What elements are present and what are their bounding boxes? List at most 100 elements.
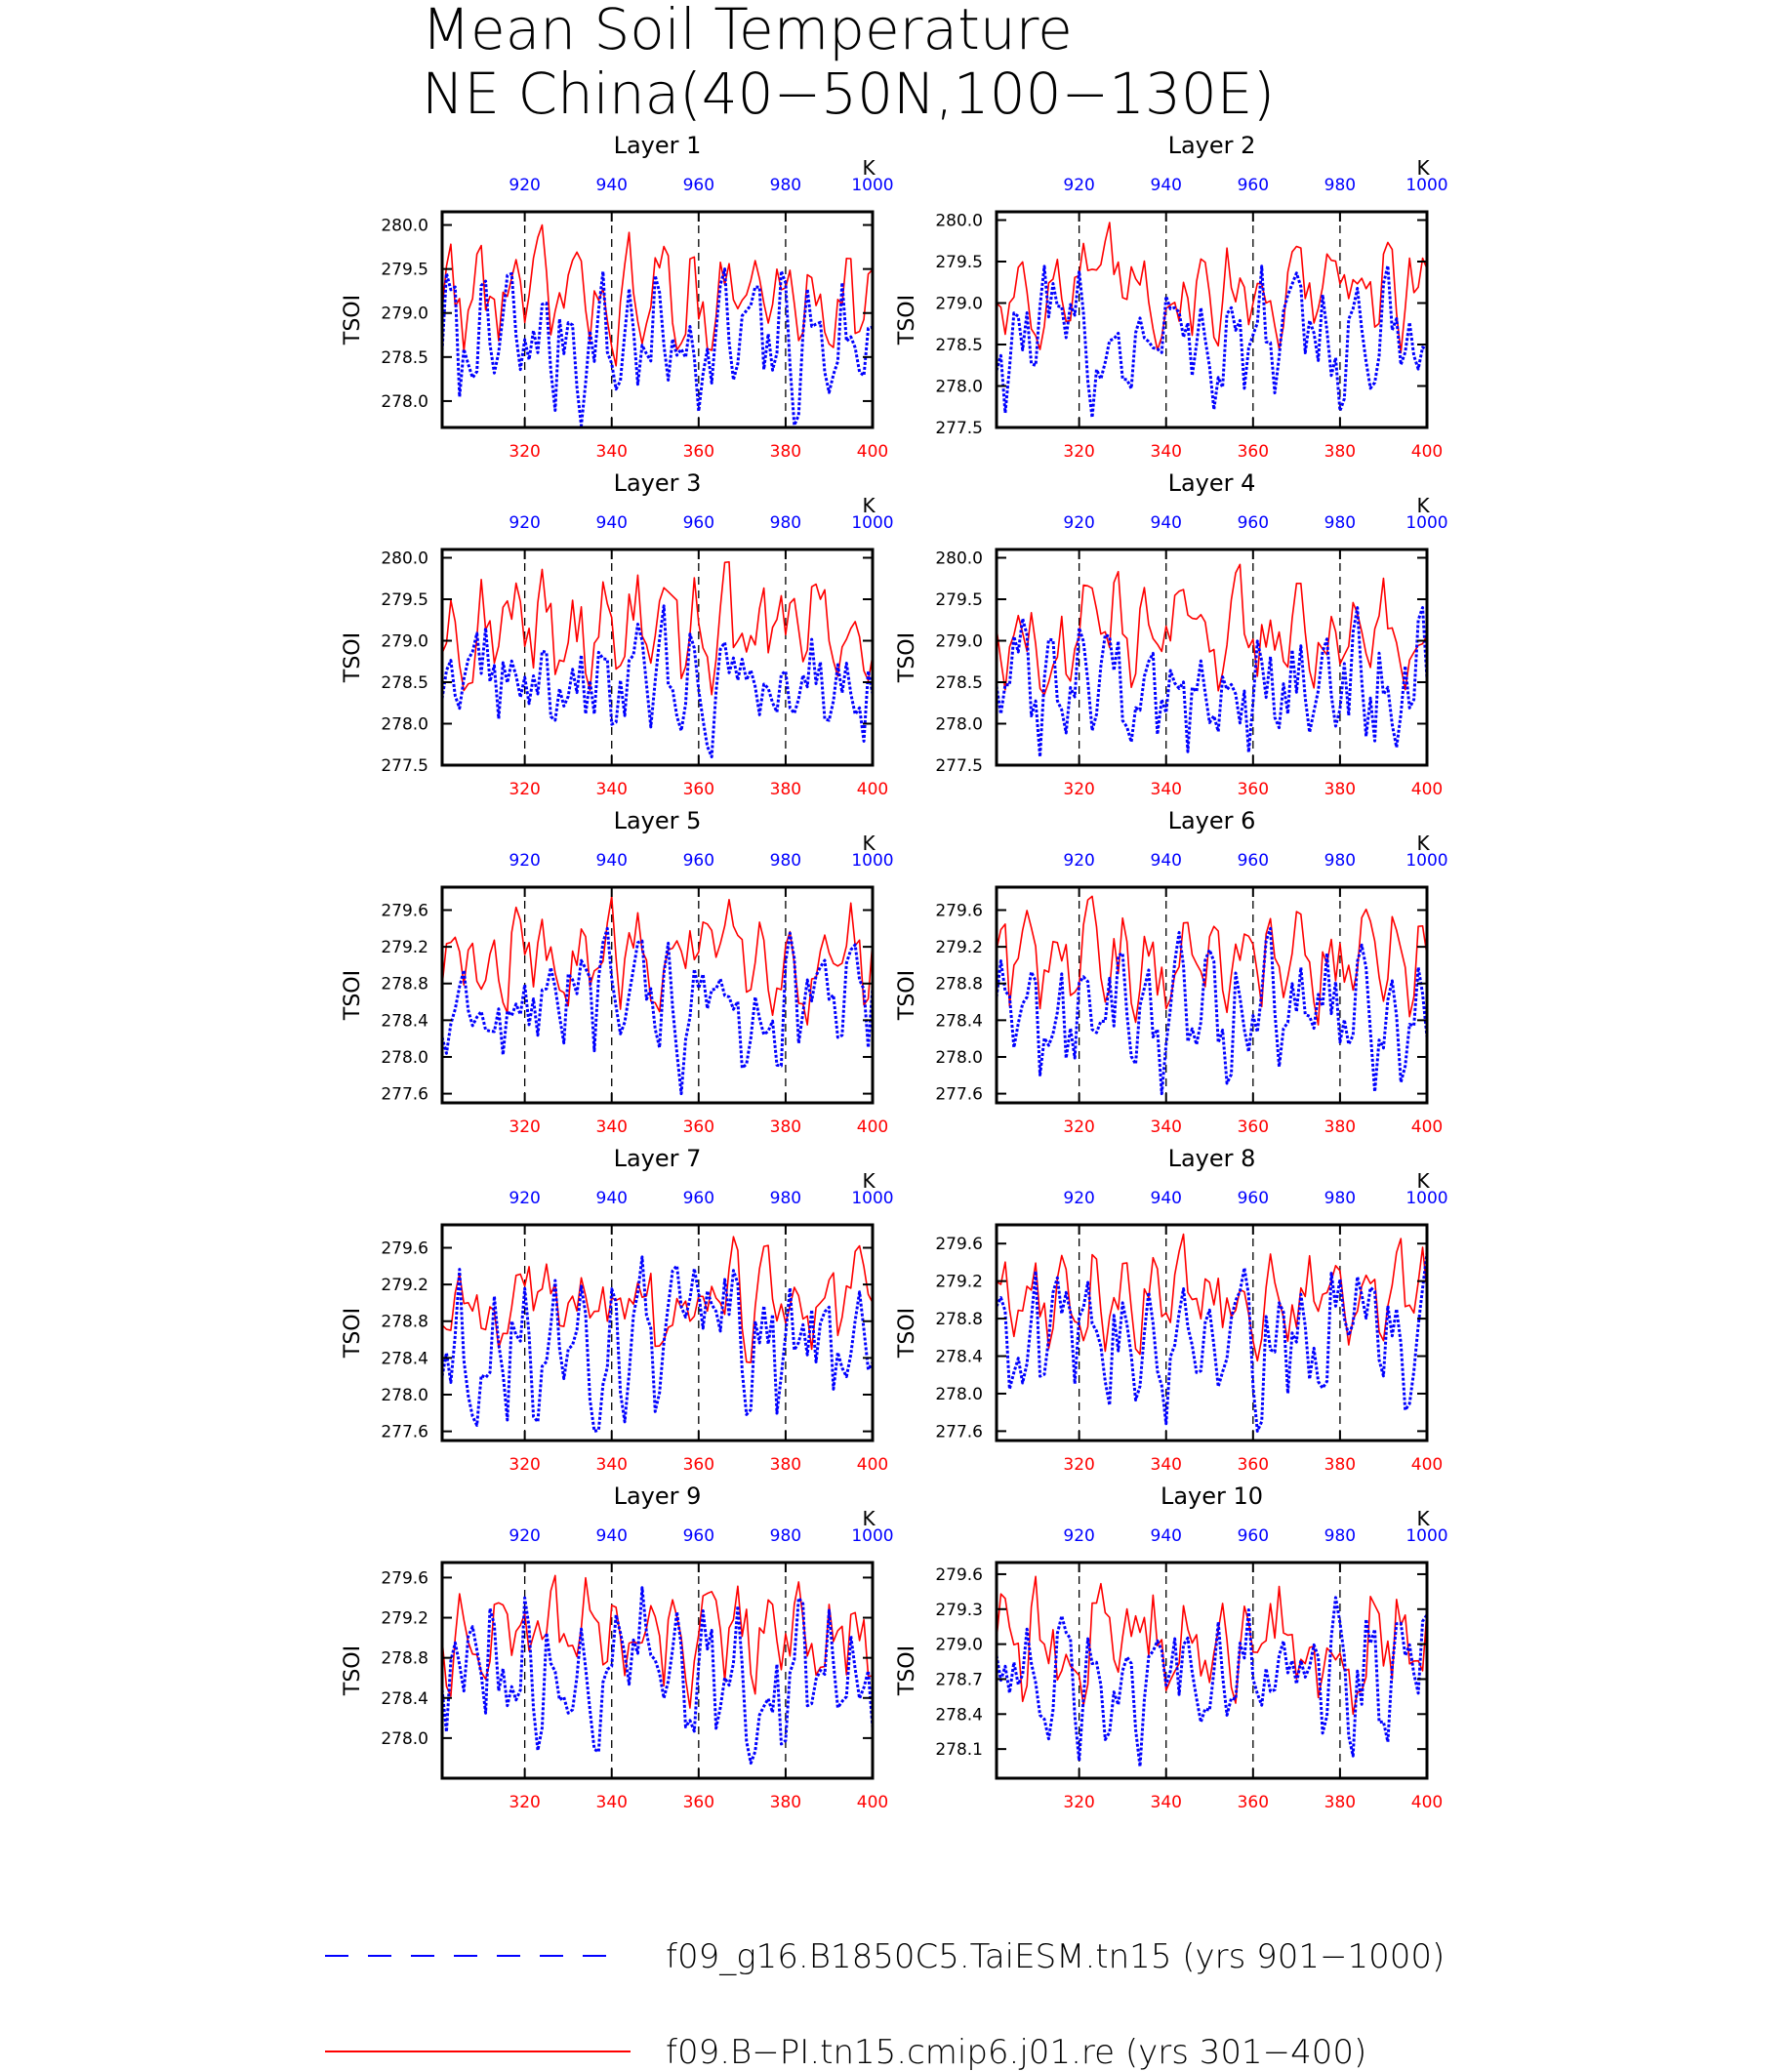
panel-title: Layer 9 [614,1482,702,1510]
x-tick-label-bottom: 360 [1238,780,1269,799]
series-line-blue [440,267,874,427]
x-tick-label-top: 940 [596,851,628,871]
x-tick-label-top: 1000 [1405,1526,1447,1546]
y-tick-label: 279.6 [381,1239,428,1259]
y-axis-label: TSOI [341,970,365,1021]
y-tick-label: 280.0 [381,549,428,569]
panel-layer-3: Layer 3 277.5 278.0 278.5 279.0 279.5 280.0 320… [341,469,894,799]
x-tick-label-top: 920 [1063,1526,1094,1546]
x-tick-label-top: 1000 [851,176,893,195]
y-tick-label: 278.5 [381,348,428,368]
figure-title-line2: NE China(40−50N,100−130E) [422,61,1275,127]
y-tick-label: 278.4 [935,1705,983,1725]
plot-frame [440,1561,875,1780]
series-line-red [441,1236,874,1363]
series-line-blue [440,1255,875,1434]
series-line-blue [995,1252,1429,1433]
x-tick-label-bottom: 360 [683,1793,714,1812]
x-tick-label-bottom: 400 [857,780,888,799]
y-axis-label: TSOI [895,970,919,1021]
top-axis-unit: K [1416,1507,1430,1530]
y-tick-label: 277.6 [381,1085,428,1105]
y-tick-label: 278.0 [381,1048,428,1068]
panel-title: Layer 5 [614,807,702,834]
x-tick-label-bottom: 380 [770,1793,801,1812]
plot-frame [995,210,1429,429]
x-tick-label-bottom: 320 [509,1117,540,1137]
x-tick-label-top: 960 [683,1189,714,1208]
legend: f09_g16.B1850C5.TaiESM.tn15 (yrs 901−100… [325,1937,1445,2071]
x-tick-label-top: 960 [683,851,714,871]
x-tick-label-bottom: 340 [596,1117,628,1137]
x-tick-label-top: 960 [1238,513,1269,533]
panel-layer-6: Layer 6 277.6 278.0 278.4 278.8 279.2 279.6 320… [895,807,1448,1137]
x-tick-label-bottom: 320 [509,1455,540,1475]
x-tick-label-top: 940 [596,513,628,533]
x-tick-label-top: 1000 [851,851,893,871]
x-tick-label-bottom: 320 [509,780,540,799]
y-tick-label: 279.2 [935,938,983,957]
y-tick-label: 279.5 [935,253,983,272]
x-tick-label-top: 920 [1063,1189,1094,1208]
y-tick-label: 279.6 [935,1235,983,1254]
y-axis-label: TSOI [341,295,365,345]
y-tick-label: 278.8 [381,975,428,995]
top-axis-unit: K [1416,494,1430,517]
x-tick-label-top: 980 [1324,176,1356,195]
x-tick-label-top: 1000 [851,1526,893,1546]
x-tick-label-bottom: 320 [509,442,540,462]
top-axis-unit: K [1416,1169,1430,1193]
series-line-red [996,1575,1428,1716]
x-tick-label-top: 920 [509,1189,540,1208]
series-line-red [996,1233,1428,1362]
y-tick-label: 279.0 [935,632,983,652]
x-tick-label-top: 920 [509,513,540,533]
y-tick-label: 278.0 [381,1729,428,1749]
figure-title-line1: Mean Soil Temperature [422,0,1073,62]
panel-title: Layer 3 [614,469,702,497]
y-axis-label: TSOI [895,1645,919,1696]
x-tick-label-top: 920 [509,1526,540,1546]
x-tick-label-top: 920 [509,851,540,871]
x-tick-label-bottom: 340 [596,442,628,462]
panel-title: Layer 6 [1168,807,1256,834]
x-tick-label-bottom: 320 [1063,1793,1094,1812]
y-tick-label: 278.8 [935,975,983,995]
x-tick-label-bottom: 340 [1151,1117,1182,1137]
y-tick-label: 278.5 [935,673,983,693]
y-tick-label: 279.6 [381,902,428,921]
series-line-blue [995,606,1429,758]
plot-frame [440,1223,875,1442]
x-tick-label-bottom: 320 [1063,1455,1094,1475]
y-tick-label: 278.4 [935,1348,983,1367]
y-tick-label: 279.5 [381,261,428,280]
x-tick-label-bottom: 400 [1411,780,1443,799]
y-tick-label: 278.0 [935,378,983,397]
x-tick-label-bottom: 380 [1324,1117,1356,1137]
y-tick-label: 279.5 [935,590,983,610]
x-tick-label-bottom: 340 [1151,442,1182,462]
x-tick-label-bottom: 380 [1324,780,1356,799]
y-tick-label: 278.0 [935,715,983,735]
y-tick-label: 279.0 [381,305,428,324]
y-axis-label: TSOI [895,295,919,345]
x-tick-label-bottom: 400 [1411,1117,1443,1137]
y-tick-label: 279.3 [935,1601,983,1620]
x-tick-label-bottom: 320 [509,1793,540,1812]
series-line-blue [995,926,1429,1096]
x-tick-label-bottom: 320 [1063,780,1094,799]
x-tick-label-bottom: 380 [770,1455,801,1475]
x-tick-label-top: 920 [1063,851,1094,871]
series-line-red [441,895,874,1026]
x-tick-label-top: 920 [509,176,540,195]
x-tick-label-bottom: 340 [1151,1793,1182,1812]
series-line-blue [995,264,1428,420]
top-axis-unit: K [862,494,876,517]
x-tick-label-bottom: 380 [770,780,801,799]
y-tick-label: 279.2 [935,1273,983,1292]
x-tick-label-top: 980 [1324,1189,1356,1208]
x-tick-label-top: 940 [1151,851,1182,871]
x-tick-label-top: 1000 [851,513,893,533]
y-tick-label: 278.0 [381,392,428,412]
